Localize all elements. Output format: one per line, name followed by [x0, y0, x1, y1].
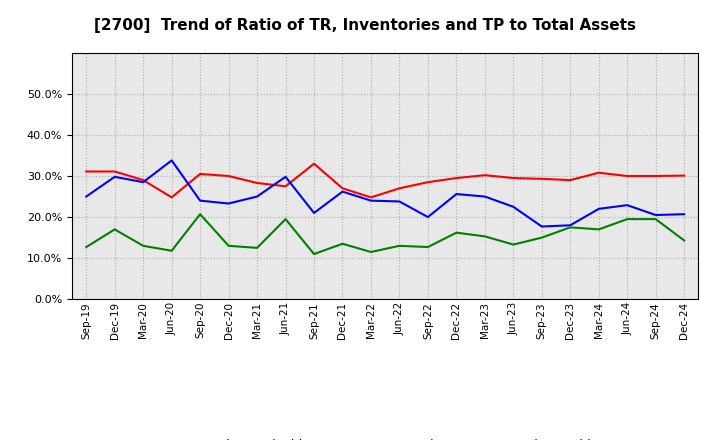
Trade Receivables: [480, 172, 489, 178]
Inventories: [509, 204, 518, 209]
Trade Payables: [509, 242, 518, 247]
Inventories: [623, 202, 631, 208]
Trade Receivables: [537, 176, 546, 182]
Inventories: [338, 189, 347, 194]
Trade Payables: [225, 243, 233, 249]
Inventories: [537, 224, 546, 229]
Inventories: [253, 194, 261, 199]
Inventories: [196, 198, 204, 203]
Line: Trade Payables: Trade Payables: [86, 214, 684, 254]
Trade Payables: [537, 235, 546, 240]
Trade Receivables: [110, 169, 119, 174]
Trade Payables: [338, 241, 347, 246]
Trade Payables: [680, 238, 688, 243]
Trade Receivables: [282, 183, 290, 189]
Trade Receivables: [680, 173, 688, 178]
Inventories: [395, 199, 404, 204]
Trade Payables: [480, 234, 489, 239]
Trade Receivables: [338, 186, 347, 191]
Inventories: [595, 206, 603, 212]
Inventories: [366, 198, 375, 203]
Inventories: [82, 194, 91, 199]
Trade Receivables: [366, 195, 375, 200]
Trade Receivables: [310, 161, 318, 166]
Trade Receivables: [652, 173, 660, 179]
Trade Payables: [423, 244, 432, 249]
Trade Payables: [82, 244, 91, 249]
Trade Payables: [310, 251, 318, 257]
Inventories: [110, 174, 119, 180]
Trade Payables: [282, 216, 290, 222]
Inventories: [225, 201, 233, 206]
Inventories: [566, 223, 575, 228]
Inventories: [452, 191, 461, 197]
Trade Receivables: [225, 173, 233, 179]
Trade Payables: [139, 243, 148, 249]
Inventories: [282, 174, 290, 180]
Trade Payables: [167, 248, 176, 253]
Trade Payables: [395, 243, 404, 249]
Line: Inventories: Inventories: [86, 161, 684, 227]
Inventories: [480, 194, 489, 199]
Trade Receivables: [566, 177, 575, 183]
Trade Receivables: [423, 180, 432, 185]
Line: Trade Receivables: Trade Receivables: [86, 164, 684, 198]
Legend: Trade Receivables, Inventories, Trade Payables: Trade Receivables, Inventories, Trade Pa…: [161, 433, 610, 440]
Inventories: [139, 180, 148, 185]
Trade Receivables: [196, 171, 204, 176]
Inventories: [680, 212, 688, 217]
Trade Payables: [110, 227, 119, 232]
Trade Receivables: [139, 177, 148, 183]
Trade Payables: [253, 245, 261, 250]
Inventories: [423, 214, 432, 220]
Trade Payables: [566, 225, 575, 230]
Inventories: [310, 210, 318, 216]
Inventories: [652, 213, 660, 218]
Trade Payables: [196, 212, 204, 217]
Trade Payables: [366, 249, 375, 255]
Trade Receivables: [595, 170, 603, 176]
Trade Payables: [623, 216, 631, 222]
Trade Payables: [452, 230, 461, 235]
Trade Receivables: [452, 176, 461, 181]
Inventories: [167, 158, 176, 163]
Trade Payables: [595, 227, 603, 232]
Trade Receivables: [82, 169, 91, 174]
Text: [2700]  Trend of Ratio of TR, Inventories and TP to Total Assets: [2700] Trend of Ratio of TR, Inventories…: [94, 18, 636, 33]
Trade Receivables: [253, 180, 261, 186]
Trade Receivables: [395, 186, 404, 191]
Trade Receivables: [509, 176, 518, 181]
Trade Payables: [652, 216, 660, 222]
Trade Receivables: [623, 173, 631, 179]
Trade Receivables: [167, 195, 176, 200]
